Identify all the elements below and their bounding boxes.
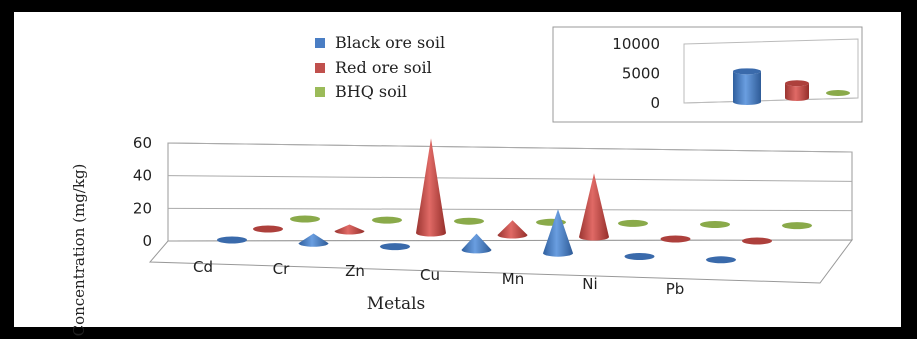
cone-red-ore-soil [497, 220, 528, 239]
gridline [167, 207, 853, 212]
cone-bhq-soil [372, 216, 402, 224]
cone-red-ore-soil [742, 237, 772, 245]
cone-red-ore-soil [416, 138, 446, 237]
x-tick-label: Cd [193, 258, 213, 276]
legend-label-black: Black ore soil [335, 33, 445, 52]
cone-black-ore-soil [706, 256, 736, 264]
y-tick-label: 0 [142, 232, 152, 250]
inset-chart: 0 5000 10000 [552, 26, 863, 123]
cone-bhq-soil [454, 217, 484, 225]
cone-red-ore-soil [253, 225, 283, 233]
cone-black-ore-soil [298, 233, 329, 247]
inset-y-tick-label: 0 [650, 94, 660, 112]
gridline [167, 175, 853, 182]
inset-y-tick-label: 5000 [622, 65, 660, 83]
x-tick-label: Mn [502, 270, 524, 288]
y-axis-label: Concentration (mg/kg) [70, 164, 88, 337]
cone-black-ore-soil [624, 253, 655, 260]
gridline [167, 142, 853, 153]
y-tick-label: 40 [133, 167, 152, 185]
x-tick-label: Cu [420, 266, 440, 284]
cone-red-ore-soil [334, 224, 365, 235]
inset-y-tick-label: 10000 [612, 35, 660, 53]
legend-label-red: Red ore soil [335, 58, 432, 77]
x-axis-label: Metals [367, 294, 426, 314]
legend-swatch-red [315, 63, 325, 73]
inset-plot: 0 5000 10000 [612, 35, 859, 112]
y-axis-ticks: 0 20 40 60 [133, 134, 152, 250]
cone-red-ore-soil [579, 173, 609, 241]
cone-black-ore-soil [380, 243, 410, 251]
cone-black-ore-soil [217, 236, 247, 244]
x-tick-label: Cr [273, 260, 290, 278]
axes [148, 142, 853, 284]
inset-cylinder-black-ore-soil [733, 68, 761, 105]
cone-red-ore-soil [660, 235, 691, 243]
cone-bhq-soil [618, 219, 648, 227]
cone-black-ore-soil [461, 233, 492, 254]
y-tick-label: 60 [133, 134, 152, 152]
x-tick-label: Zn [345, 262, 365, 280]
data-cones [217, 138, 812, 264]
y-tick-label: 20 [133, 199, 152, 217]
cone-bhq-soil [290, 215, 320, 223]
cone-black-ore-soil [543, 209, 573, 257]
cone-bhq-soil [782, 222, 812, 230]
legend-swatch-green [315, 87, 325, 97]
cone-bhq-soil [700, 221, 730, 228]
legend: Black ore soil Red ore soil BHQ soil [315, 33, 445, 101]
legend-label-green: BHQ soil [335, 82, 407, 101]
legend-swatch-black [315, 38, 325, 48]
inset-cylinder-red-ore-soil [785, 80, 809, 101]
inset-cylinder-bhq-soil [826, 90, 850, 96]
x-tick-label: Ni [582, 275, 597, 293]
x-tick-label: Pb [666, 280, 685, 298]
floor [148, 239, 853, 284]
x-axis-ticks: Cd Cr Zn Cu Mn Ni Pb [193, 258, 684, 298]
